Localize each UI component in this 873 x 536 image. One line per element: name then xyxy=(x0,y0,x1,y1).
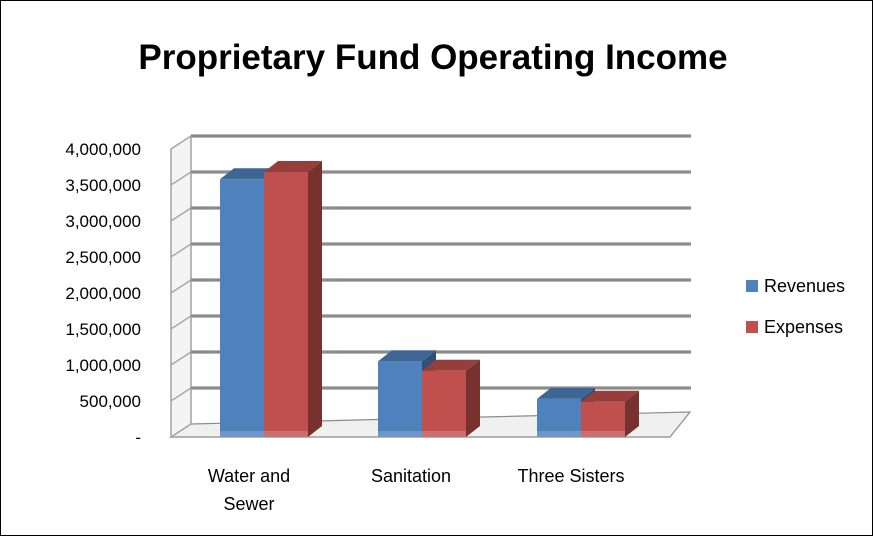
bar-base xyxy=(220,431,264,437)
y-tick-label: 1,000,000 xyxy=(65,356,141,375)
side-gridline xyxy=(170,135,192,150)
y-tick-label: 1,500,000 xyxy=(65,320,141,339)
bar-side xyxy=(308,161,322,438)
bar-top xyxy=(422,359,480,371)
bar-base xyxy=(422,431,466,437)
bar-front xyxy=(264,172,308,438)
bar-front xyxy=(378,361,422,437)
x-tick-label: Sanitation xyxy=(371,466,451,486)
bar-top xyxy=(264,161,322,173)
bar-front xyxy=(220,179,264,438)
bar-side xyxy=(466,359,480,437)
bar-top xyxy=(378,350,436,362)
side-gridline xyxy=(170,207,192,222)
y-tick-label: 3,500,000 xyxy=(65,176,141,195)
bar-base xyxy=(264,431,308,437)
side-gridline xyxy=(170,315,192,330)
x-axis-labels: Water and Sewer Sanitation Three Sisters xyxy=(208,466,625,514)
chart-title: Proprietary Fund Operating Income xyxy=(138,38,727,77)
legend-swatch xyxy=(746,321,758,333)
bar-front xyxy=(537,398,581,437)
legend-label: Revenues xyxy=(764,276,845,296)
y-tick-label: 3,000,000 xyxy=(65,212,141,231)
side-gridline xyxy=(170,351,192,366)
legend: Revenues Expenses xyxy=(746,276,845,337)
legend-item-revenues: Revenues xyxy=(746,276,845,296)
legend-swatch xyxy=(746,280,758,292)
bar-top xyxy=(537,387,595,399)
y-tick-label: 4,000,000 xyxy=(65,140,141,159)
y-tick-label: 2,500,000 xyxy=(65,248,141,267)
side-gridline xyxy=(170,279,192,294)
x-tick-label: Three Sisters xyxy=(517,466,624,486)
y-tick-label: 2,000,000 xyxy=(65,284,141,303)
side-gridline xyxy=(170,171,192,186)
y-tick-label: - xyxy=(135,428,141,447)
bar-side xyxy=(625,390,639,437)
bar-front xyxy=(422,370,466,437)
bar-base xyxy=(581,431,625,437)
y-axis-ticks: - 500,000 1,000,000 1,500,000 2,000,000 2,500… xyxy=(65,140,141,447)
bar-expenses xyxy=(264,161,322,438)
bars xyxy=(220,161,639,438)
bar-top xyxy=(220,168,278,180)
side-gridline xyxy=(170,423,192,438)
side-gridline xyxy=(170,387,192,402)
x-tick-label: Water and xyxy=(208,466,290,486)
legend-item-expenses: Expenses xyxy=(746,317,843,337)
x-tick-label: Sewer xyxy=(223,494,274,514)
bar-expenses xyxy=(581,390,639,437)
bar-base xyxy=(378,431,422,437)
bar-base xyxy=(537,431,581,437)
y-tick-label: 500,000 xyxy=(80,392,141,411)
bar-top xyxy=(581,390,639,402)
side-gridline xyxy=(170,243,192,258)
legend-label: Expenses xyxy=(764,317,843,337)
bar-expenses xyxy=(422,359,480,437)
